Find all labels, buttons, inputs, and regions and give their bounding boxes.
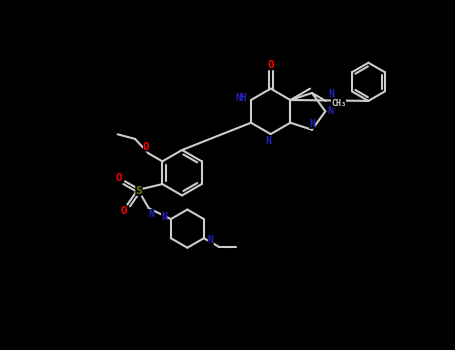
Text: N: N [328, 106, 334, 116]
Text: N: N [208, 236, 214, 245]
Text: N: N [148, 209, 154, 219]
Text: O: O [121, 206, 127, 216]
Text: N: N [161, 212, 167, 222]
Text: O: O [267, 60, 274, 70]
Text: S: S [135, 186, 142, 196]
Text: O: O [116, 173, 122, 183]
Text: NH: NH [235, 93, 247, 103]
Text: O: O [143, 142, 150, 152]
Text: N: N [309, 119, 315, 129]
Text: CH₃: CH₃ [331, 99, 346, 108]
Text: N: N [329, 89, 334, 99]
Text: N: N [265, 136, 271, 146]
